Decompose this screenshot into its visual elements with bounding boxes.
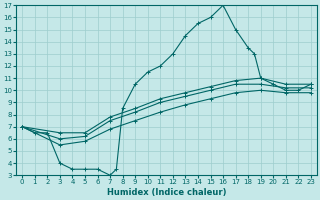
X-axis label: Humidex (Indice chaleur): Humidex (Indice chaleur) xyxy=(107,188,226,197)
